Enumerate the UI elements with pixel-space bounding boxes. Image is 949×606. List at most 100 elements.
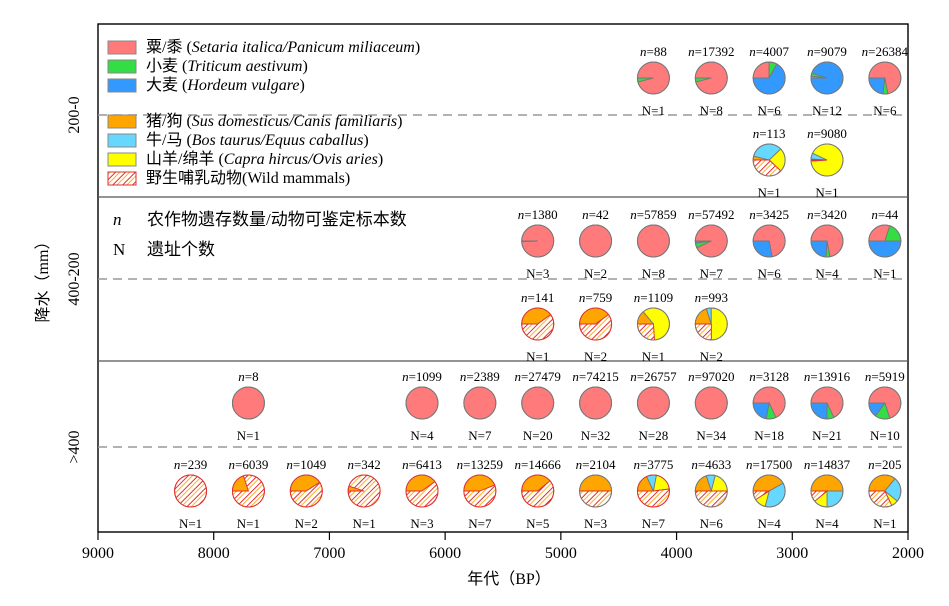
pie-N-label: N=8 <box>700 103 723 118</box>
pie-n-label: n=3425 <box>749 207 789 222</box>
pie-outline <box>868 474 902 508</box>
pie-animals: n=759 N=2 <box>579 290 612 364</box>
pie-N-label: N=1 <box>642 349 665 364</box>
pie-animals: n=6413 N=3 <box>402 457 442 531</box>
xtick-label: 7000 <box>313 545 345 562</box>
pie-N-label: N=21 <box>812 428 842 443</box>
pies-layer: n=88 N=1 n=17392 N=8 n=4007 N=6 n=9079 N=12 n=26… <box>174 44 909 531</box>
pie-outline <box>810 386 844 420</box>
pie-N-label: N=3 <box>526 266 549 281</box>
pie-outline <box>810 143 844 177</box>
pie-N-label: N=7 <box>468 516 492 531</box>
pie-crops: n=3425 N=6 <box>749 207 789 281</box>
pie-slice-wild <box>636 488 670 508</box>
pie-N-label: N=3 <box>410 516 433 531</box>
pie-n-label: n=5919 <box>865 369 905 384</box>
pie-n-label: n=17392 <box>688 44 734 59</box>
pie-n-label: n=6413 <box>402 457 442 472</box>
ytick-label: 400-200 <box>66 252 83 305</box>
pie-outline <box>521 474 555 508</box>
pie-n-label: n=27479 <box>515 369 561 384</box>
pie-n-label: n=1380 <box>518 207 558 222</box>
pie-outline <box>579 386 613 420</box>
pie-n-label: n=8 <box>238 369 258 384</box>
notes-legend: n 农作物遗存数量/动物可鉴定标本数 N 遗址个数 <box>113 210 407 259</box>
pie-animals: n=4633 N=6 <box>691 457 731 531</box>
pie-N-label: N=32 <box>581 428 611 443</box>
pie-animals: n=17500 N=4 <box>746 457 792 531</box>
pie-N-label: N=2 <box>295 516 318 531</box>
legend-swatch-barley <box>107 78 137 93</box>
pie-crops: n=44 N=1 <box>868 207 902 281</box>
pie-N-label: N=6 <box>873 103 897 118</box>
pie-N-label: N=12 <box>812 103 842 118</box>
pie-n-label: n=14666 <box>515 457 562 472</box>
legend: 粟/黍 (Setaria italica/Panicum miliaceum)小… <box>107 38 420 187</box>
pie-N-label: N=4 <box>410 428 434 443</box>
pie-n-label: n=9079 <box>807 44 847 59</box>
pie-n-label: n=57859 <box>630 207 676 222</box>
pie-crops: n=13916 N=21 <box>804 369 851 443</box>
pie-outline <box>347 474 381 508</box>
pie-outline <box>694 224 728 258</box>
pie-n-label: n=17500 <box>746 457 792 472</box>
legend-label-cattle_horse: 牛/马 (Bos taurus/Equus caballus) <box>146 131 369 149</box>
pie-N-label: N=7 <box>468 428 492 443</box>
pie-crops: n=8 N=1 <box>231 369 265 443</box>
pie-outline <box>463 474 497 508</box>
pie-slice-wild <box>694 490 728 508</box>
pie-n-label: n=2389 <box>460 369 500 384</box>
pie-N-label: N=2 <box>700 349 723 364</box>
pie-N-label: N=6 <box>758 266 782 281</box>
legend-label-pig_dog: 猪/狗 (Sus domesticus/Canis familiaris) <box>146 112 402 130</box>
pie-outline <box>405 386 439 420</box>
pie-outline <box>636 474 670 508</box>
pie-n-label: n=9080 <box>807 126 847 141</box>
legend-swatch-pig_dog <box>107 114 137 129</box>
legend-label-millet: 粟/黍 (Setaria italica/Panicum miliaceum) <box>146 38 420 56</box>
y-axis-label: 降水（mm） <box>34 234 52 323</box>
pie-crops: n=26384 N=6 <box>862 44 909 118</box>
pie-outline <box>521 386 555 420</box>
pie-n-label: n=88 <box>640 44 667 59</box>
pie-n-label: n=14837 <box>804 457 851 472</box>
pie-animals: n=9080 N=1 <box>807 126 847 200</box>
pie-n-label: n=3775 <box>634 457 674 472</box>
pie-crops: n=27479 N=20 <box>515 369 561 443</box>
pie-n-label: n=113 <box>753 126 786 141</box>
x-axis-label: 年代（BP） <box>467 570 551 588</box>
pie-N-label: N=1 <box>815 185 838 200</box>
pie-N-label: N=4 <box>758 516 782 531</box>
pie-slice-barley <box>868 240 902 258</box>
pie-animals: n=2104 N=3 <box>576 457 616 531</box>
pie-animals: n=342 N=1 <box>347 457 380 531</box>
pie-N-label: N=4 <box>815 266 839 281</box>
pie-n-label: n=141 <box>521 290 554 305</box>
pie-n-label: n=4007 <box>749 44 789 59</box>
pie-outline <box>694 307 728 341</box>
pie-N-label: N=1 <box>237 516 260 531</box>
pie-n-label: n=342 <box>347 457 380 472</box>
note-symbol: N <box>113 240 125 259</box>
xtick-label: 4000 <box>661 545 693 562</box>
xtick-label: 5000 <box>545 545 577 562</box>
pie-N-label: N=1 <box>642 103 665 118</box>
pie-outline <box>289 474 323 508</box>
pie-outline <box>810 224 844 258</box>
pie-outline <box>463 386 497 420</box>
pie-outline <box>579 474 613 508</box>
pie-crops: n=2389 N=7 <box>460 369 500 443</box>
pie-crops: n=42 N=2 <box>579 207 613 281</box>
pie-crops: n=74215 N=32 <box>572 369 618 443</box>
pie-animals: n=205 N=1 <box>868 457 901 531</box>
ytick-label: 200-0 <box>66 96 83 133</box>
pie-outline <box>868 61 902 95</box>
pie-N-label: N=2 <box>584 266 607 281</box>
pie-N-label: N=1 <box>353 516 376 531</box>
pie-n-label: n=13259 <box>457 457 503 472</box>
pie-crops: n=26757 N=28 <box>630 369 677 443</box>
pie-N-label: N=1 <box>758 185 781 200</box>
legend-swatch-millet <box>107 40 137 55</box>
pie-n-label: n=13916 <box>804 369 851 384</box>
plot-frame <box>97 23 909 533</box>
